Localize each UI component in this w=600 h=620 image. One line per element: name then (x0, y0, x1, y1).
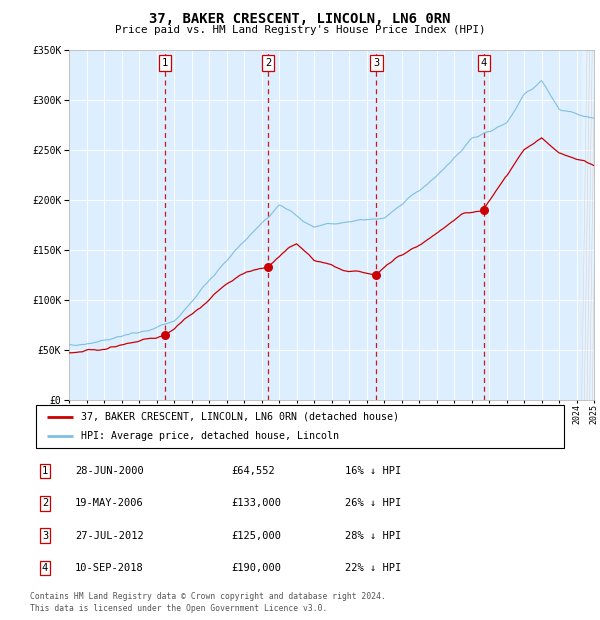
Text: 37, BAKER CRESCENT, LINCOLN, LN6 0RN: 37, BAKER CRESCENT, LINCOLN, LN6 0RN (149, 12, 451, 27)
Text: 37, BAKER CRESCENT, LINCOLN, LN6 0RN (detached house): 37, BAKER CRESCENT, LINCOLN, LN6 0RN (de… (81, 412, 399, 422)
Text: 4: 4 (42, 563, 48, 573)
FancyBboxPatch shape (36, 405, 564, 448)
Text: 10-SEP-2018: 10-SEP-2018 (75, 563, 144, 573)
Text: This data is licensed under the Open Government Licence v3.0.: This data is licensed under the Open Gov… (30, 603, 328, 613)
Text: 2: 2 (265, 58, 271, 68)
Text: £125,000: £125,000 (231, 531, 281, 541)
Text: 3: 3 (42, 531, 48, 541)
Text: 3: 3 (373, 58, 380, 68)
Text: £64,552: £64,552 (231, 466, 275, 476)
Text: 28% ↓ HPI: 28% ↓ HPI (345, 531, 401, 541)
Text: Price paid vs. HM Land Registry's House Price Index (HPI): Price paid vs. HM Land Registry's House … (115, 25, 485, 35)
Text: 1: 1 (162, 58, 168, 68)
Text: 22% ↓ HPI: 22% ↓ HPI (345, 563, 401, 573)
Text: 1: 1 (42, 466, 48, 476)
Text: 2: 2 (42, 498, 48, 508)
Text: £190,000: £190,000 (231, 563, 281, 573)
Text: £133,000: £133,000 (231, 498, 281, 508)
Text: 19-MAY-2006: 19-MAY-2006 (75, 498, 144, 508)
Text: 26% ↓ HPI: 26% ↓ HPI (345, 498, 401, 508)
Text: 27-JUL-2012: 27-JUL-2012 (75, 531, 144, 541)
Text: 4: 4 (481, 58, 487, 68)
Text: 28-JUN-2000: 28-JUN-2000 (75, 466, 144, 476)
Text: Contains HM Land Registry data © Crown copyright and database right 2024.: Contains HM Land Registry data © Crown c… (30, 592, 386, 601)
Text: 16% ↓ HPI: 16% ↓ HPI (345, 466, 401, 476)
Text: HPI: Average price, detached house, Lincoln: HPI: Average price, detached house, Linc… (81, 432, 339, 441)
